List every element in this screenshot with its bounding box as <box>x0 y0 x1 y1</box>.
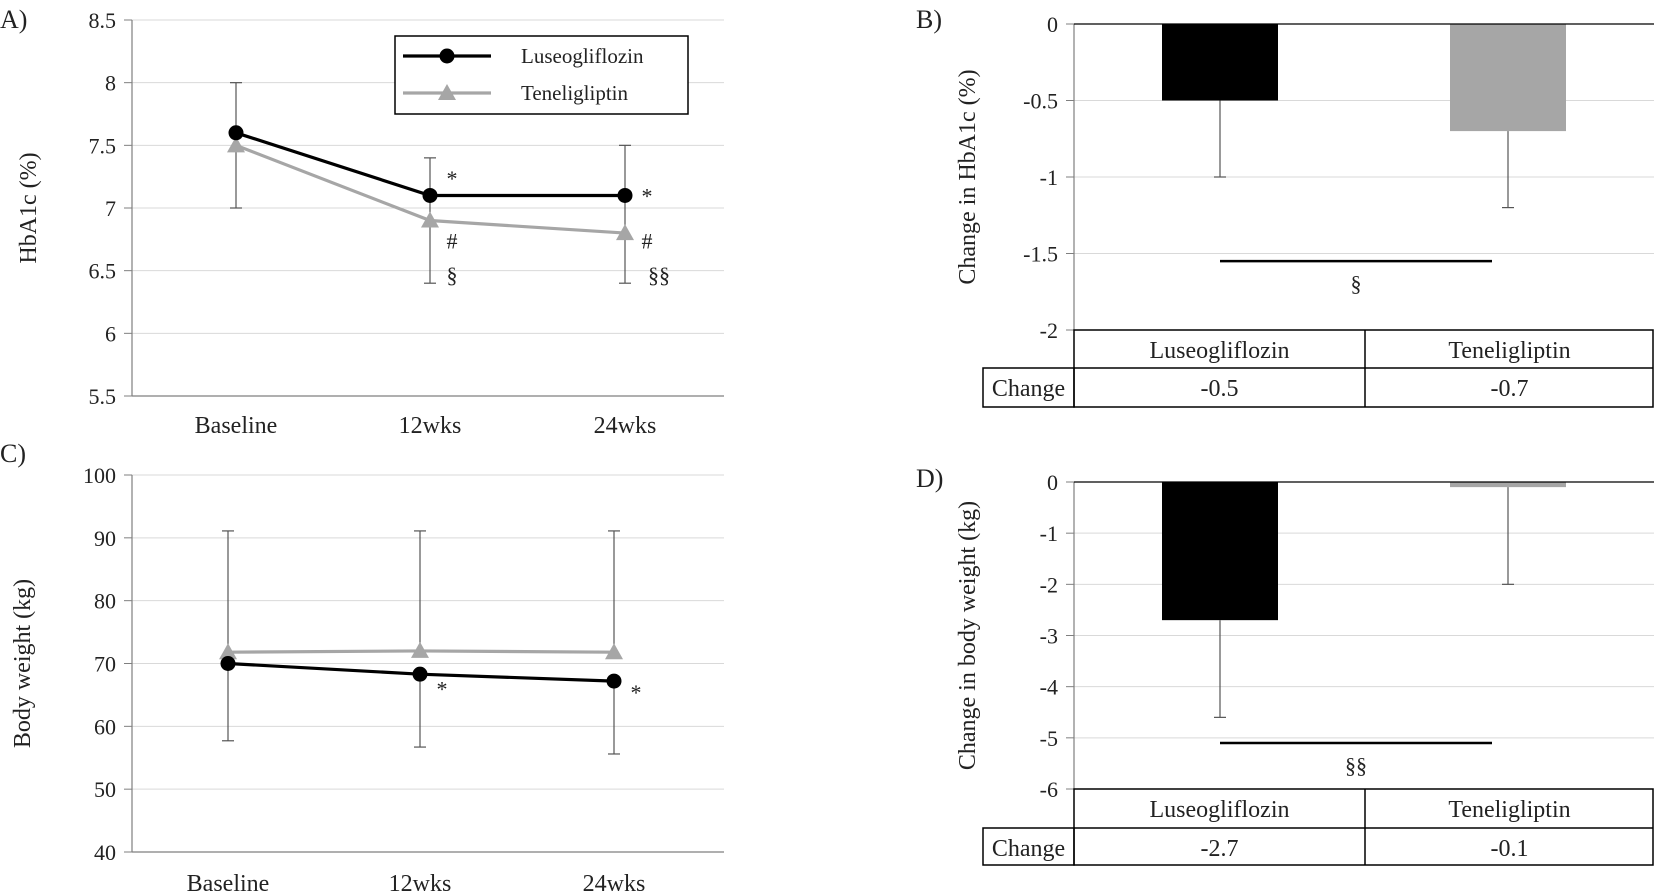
data-point <box>228 125 244 141</box>
table-header-luseogliflozin: Luseogliflozin <box>1150 338 1290 364</box>
data-point <box>411 641 429 658</box>
y-axis-title: Change in HbA1c (%) <box>955 69 981 284</box>
x-tick-label: 12wks <box>389 871 452 893</box>
annotation: §§ <box>648 262 670 287</box>
y-tick-label: 7.5 <box>89 133 117 158</box>
y-tick-label: 8.5 <box>89 8 117 33</box>
bar-teneligliptin <box>1450 24 1566 132</box>
legend-marker <box>439 48 455 64</box>
data-table: Luseogliflozin -0.5 Teneligliptin -0.7 Chang… <box>982 329 1654 408</box>
y-tick-label: 50 <box>94 777 116 802</box>
annotation: * <box>642 183 653 208</box>
panel-label: A) <box>0 5 27 34</box>
data-point <box>219 643 237 660</box>
legend-marker <box>438 84 456 100</box>
x-tick-label: 24wks <box>594 413 657 439</box>
table-row-label-cell <box>982 367 1075 408</box>
x-tick-label: Baseline <box>195 413 278 439</box>
table-header-luseogliflozin: Luseogliflozin <box>1150 797 1290 823</box>
annotation: * <box>437 677 448 702</box>
y-tick-label: 0 <box>1047 470 1058 495</box>
annotation: # <box>642 229 653 254</box>
y-tick-label: 5.5 <box>89 384 117 409</box>
table-value: -0.1 <box>1491 836 1529 862</box>
legend: Luseogliflozin Teneligliptin <box>394 35 689 115</box>
y-tick-label: 70 <box>94 652 116 677</box>
annotation: # <box>447 229 458 254</box>
x-tick-label: 12wks <box>399 413 462 439</box>
y-tick-label: 0 <box>1047 12 1058 37</box>
annotation: * <box>631 680 642 705</box>
table-header-teneligliptin: Teneligliptin <box>1448 797 1570 823</box>
panel-label: B) <box>916 5 942 34</box>
table-row-label-cell <box>982 827 1075 866</box>
legend-box <box>394 35 689 115</box>
data-point <box>617 187 633 203</box>
panel-b: B) 0 -0.5 -1 -1.5 -2 Change in HbA1c (%) § Luseo… <box>916 5 1654 408</box>
y-tick-label: -3 <box>1040 624 1058 649</box>
legend-label: Luseogliflozin <box>521 44 644 68</box>
y-axis-title: Body weight (kg) <box>10 579 36 748</box>
panel-label: C) <box>0 439 26 468</box>
data-table: Luseogliflozin -2.7 Teneligliptin -0.1 Chang… <box>982 788 1654 866</box>
table-row-label: Change <box>992 836 1065 862</box>
significance-mark: §§ <box>1345 753 1367 778</box>
y-tick-label: -5 <box>1040 726 1058 751</box>
y-tick-label: 7 <box>105 196 116 221</box>
y-tick-label: -2 <box>1040 318 1058 343</box>
y-tick-label: -2 <box>1040 572 1058 597</box>
y-tick-label: 90 <box>94 526 116 551</box>
annotation: * <box>447 166 458 191</box>
data-point <box>616 224 634 241</box>
y-tick-label: 80 <box>94 589 116 614</box>
table-row-label: Change <box>992 376 1065 402</box>
data-point <box>412 666 428 682</box>
bar-luseogliflozin <box>1162 482 1278 621</box>
x-tick-label: 24wks <box>583 871 646 893</box>
table-value: -0.5 <box>1201 376 1239 402</box>
data-point <box>422 187 438 203</box>
y-tick-label: -1 <box>1040 165 1058 190</box>
y-axis-title: HbA1c (%) <box>16 152 42 263</box>
significance-mark: § <box>1351 271 1362 296</box>
annotation: § <box>447 262 458 287</box>
y-tick-label: -6 <box>1040 777 1058 802</box>
y-tick-label: 6 <box>105 321 116 346</box>
y-tick-label: -1.5 <box>1023 242 1058 267</box>
legend-label: Teneligliptin <box>521 81 629 105</box>
panel-c: C) 100 90 80 70 60 50 40 Baseline 12wks 24wks Body … <box>0 439 724 893</box>
y-tick-label: -0.5 <box>1023 89 1058 114</box>
y-tick-label: 100 <box>83 463 116 488</box>
y-tick-label: -1 <box>1040 521 1058 546</box>
y-tick-label: 60 <box>94 714 116 739</box>
y-tick-label: 8 <box>105 71 116 96</box>
panel-label: D) <box>916 464 943 493</box>
y-tick-label: 6.5 <box>89 259 117 284</box>
table-frame <box>1073 788 1654 866</box>
bar-luseogliflozin <box>1162 24 1278 101</box>
table-value: -2.7 <box>1201 836 1239 862</box>
y-tick-label: 40 <box>94 840 116 865</box>
x-tick-label: Baseline <box>187 871 270 893</box>
data-point <box>605 643 623 660</box>
data-point <box>220 656 236 671</box>
data-point <box>227 136 245 153</box>
panel-a: A) 8.5 8 7.5 7 6.5 6 5.5 Baseline 12wks 24wks HbA1c… <box>0 5 724 439</box>
table-value: -0.7 <box>1491 376 1529 402</box>
y-tick-label: -4 <box>1040 675 1058 700</box>
data-point <box>606 673 622 689</box>
y-axis-title: Change in body weight (kg) <box>955 501 981 770</box>
bar-teneligliptin <box>1450 482 1566 488</box>
table-header-teneligliptin: Teneligliptin <box>1448 338 1570 364</box>
panel-d: D) 0 -1 -2 -3 -4 -5 -6 Change in body weight (kg… <box>916 464 1654 866</box>
data-point <box>421 211 439 228</box>
